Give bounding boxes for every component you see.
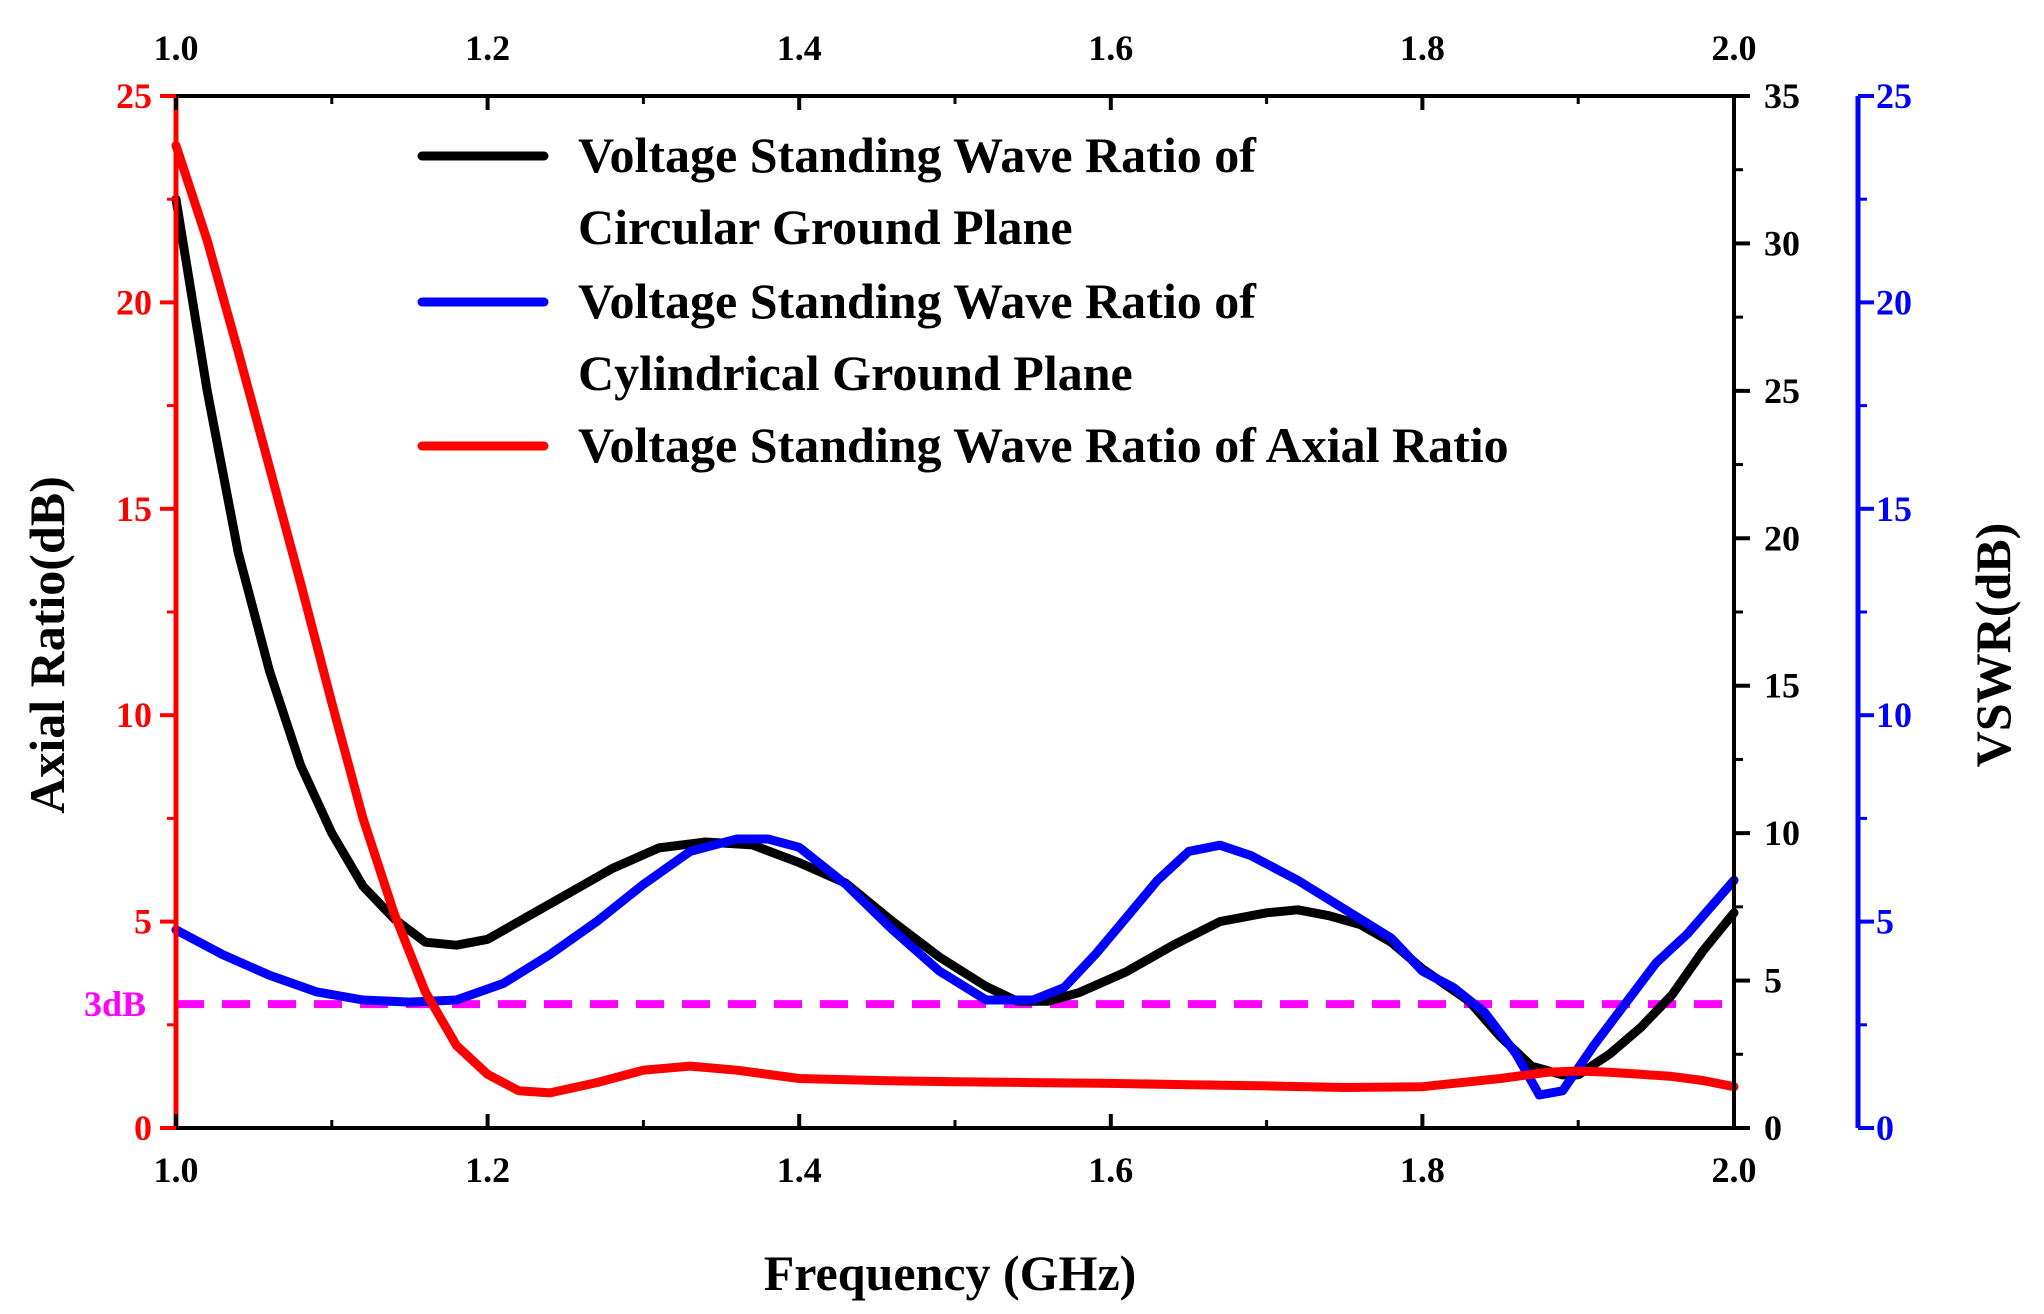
left-axis-tick-label: 15 <box>116 489 152 529</box>
right-inner-axis-tick-label: 5 <box>1764 961 1782 1001</box>
x-tick-label-bottom: 2.0 <box>1712 1150 1757 1190</box>
right-inner-axis-tick-label: 35 <box>1764 76 1800 116</box>
right-outer-axis-tick-label: 0 <box>1876 1108 1894 1148</box>
legend-label-0-0: Voltage Standing Wave Ratio of <box>578 127 1257 183</box>
right-outer-axis-tick-label: 20 <box>1876 282 1912 322</box>
right-outer-axis-tick-label: 5 <box>1876 902 1894 942</box>
x-tick-label-top: 1.0 <box>154 28 199 68</box>
right-inner-axis-tick-label: 0 <box>1764 1108 1782 1148</box>
x-axis-title: Frequency (GHz) <box>764 1245 1137 1301</box>
left-axis-tick-label: 10 <box>116 695 152 735</box>
left-axis-tick-label: 20 <box>116 282 152 322</box>
x-tick-label-top: 2.0 <box>1712 28 1757 68</box>
legend: Voltage Standing Wave Ratio of Circular G… <box>417 127 1509 473</box>
x-tick-label-top: 1.2 <box>465 28 510 68</box>
ticks-layer: 1.01.01.21.21.41.41.61.61.81.82.02.00510… <box>116 28 1912 1190</box>
right-outer-axis-tick-label: 10 <box>1876 695 1912 735</box>
legend-label-2-0: Voltage Standing Wave Ratio of Axial Rat… <box>578 417 1509 473</box>
x-tick-label-bottom: 1.0 <box>154 1150 199 1190</box>
right-outer-axis-tick-label: 15 <box>1876 489 1912 529</box>
left-axis-tick-label: 25 <box>116 76 152 116</box>
right-inner-axis-tick-label: 15 <box>1764 666 1800 706</box>
legend-label-1-1: Cylindrical Ground Plane <box>578 345 1133 401</box>
right-axis-title: VSWR(dB) <box>1965 523 2021 767</box>
x-tick-label-top: 1.8 <box>1400 28 1445 68</box>
right-outer-axis-tick-label: 25 <box>1876 76 1912 116</box>
plot-lines <box>171 141 1739 1100</box>
legend-label-0-1: Circular Ground Plane <box>578 199 1073 255</box>
left-axis-tick-label: 5 <box>134 902 152 942</box>
left-axis-title: Axial Ratio(dB) <box>19 476 75 814</box>
left-axis-tick-label: 0 <box>134 1108 152 1148</box>
right-inner-axis-tick-label: 20 <box>1764 518 1800 558</box>
right-inner-axis-tick-label: 10 <box>1764 813 1800 853</box>
legend-label-1-0: Voltage Standing Wave Ratio of <box>578 273 1257 329</box>
x-tick-label-top: 1.4 <box>777 28 822 68</box>
x-tick-label-bottom: 1.6 <box>1088 1150 1133 1190</box>
series-line-2 <box>171 141 1739 1098</box>
x-tick-label-top: 1.6 <box>1088 28 1133 68</box>
x-tick-label-bottom: 1.4 <box>777 1150 822 1190</box>
x-tick-label-bottom: 1.8 <box>1400 1150 1445 1190</box>
series-line-1 <box>171 834 1739 1100</box>
threshold-label: 3dB <box>84 984 146 1024</box>
right-inner-axis-tick-label: 25 <box>1764 371 1800 411</box>
right-inner-axis-tick-label: 30 <box>1764 223 1800 263</box>
x-tick-label-bottom: 1.2 <box>465 1150 510 1190</box>
